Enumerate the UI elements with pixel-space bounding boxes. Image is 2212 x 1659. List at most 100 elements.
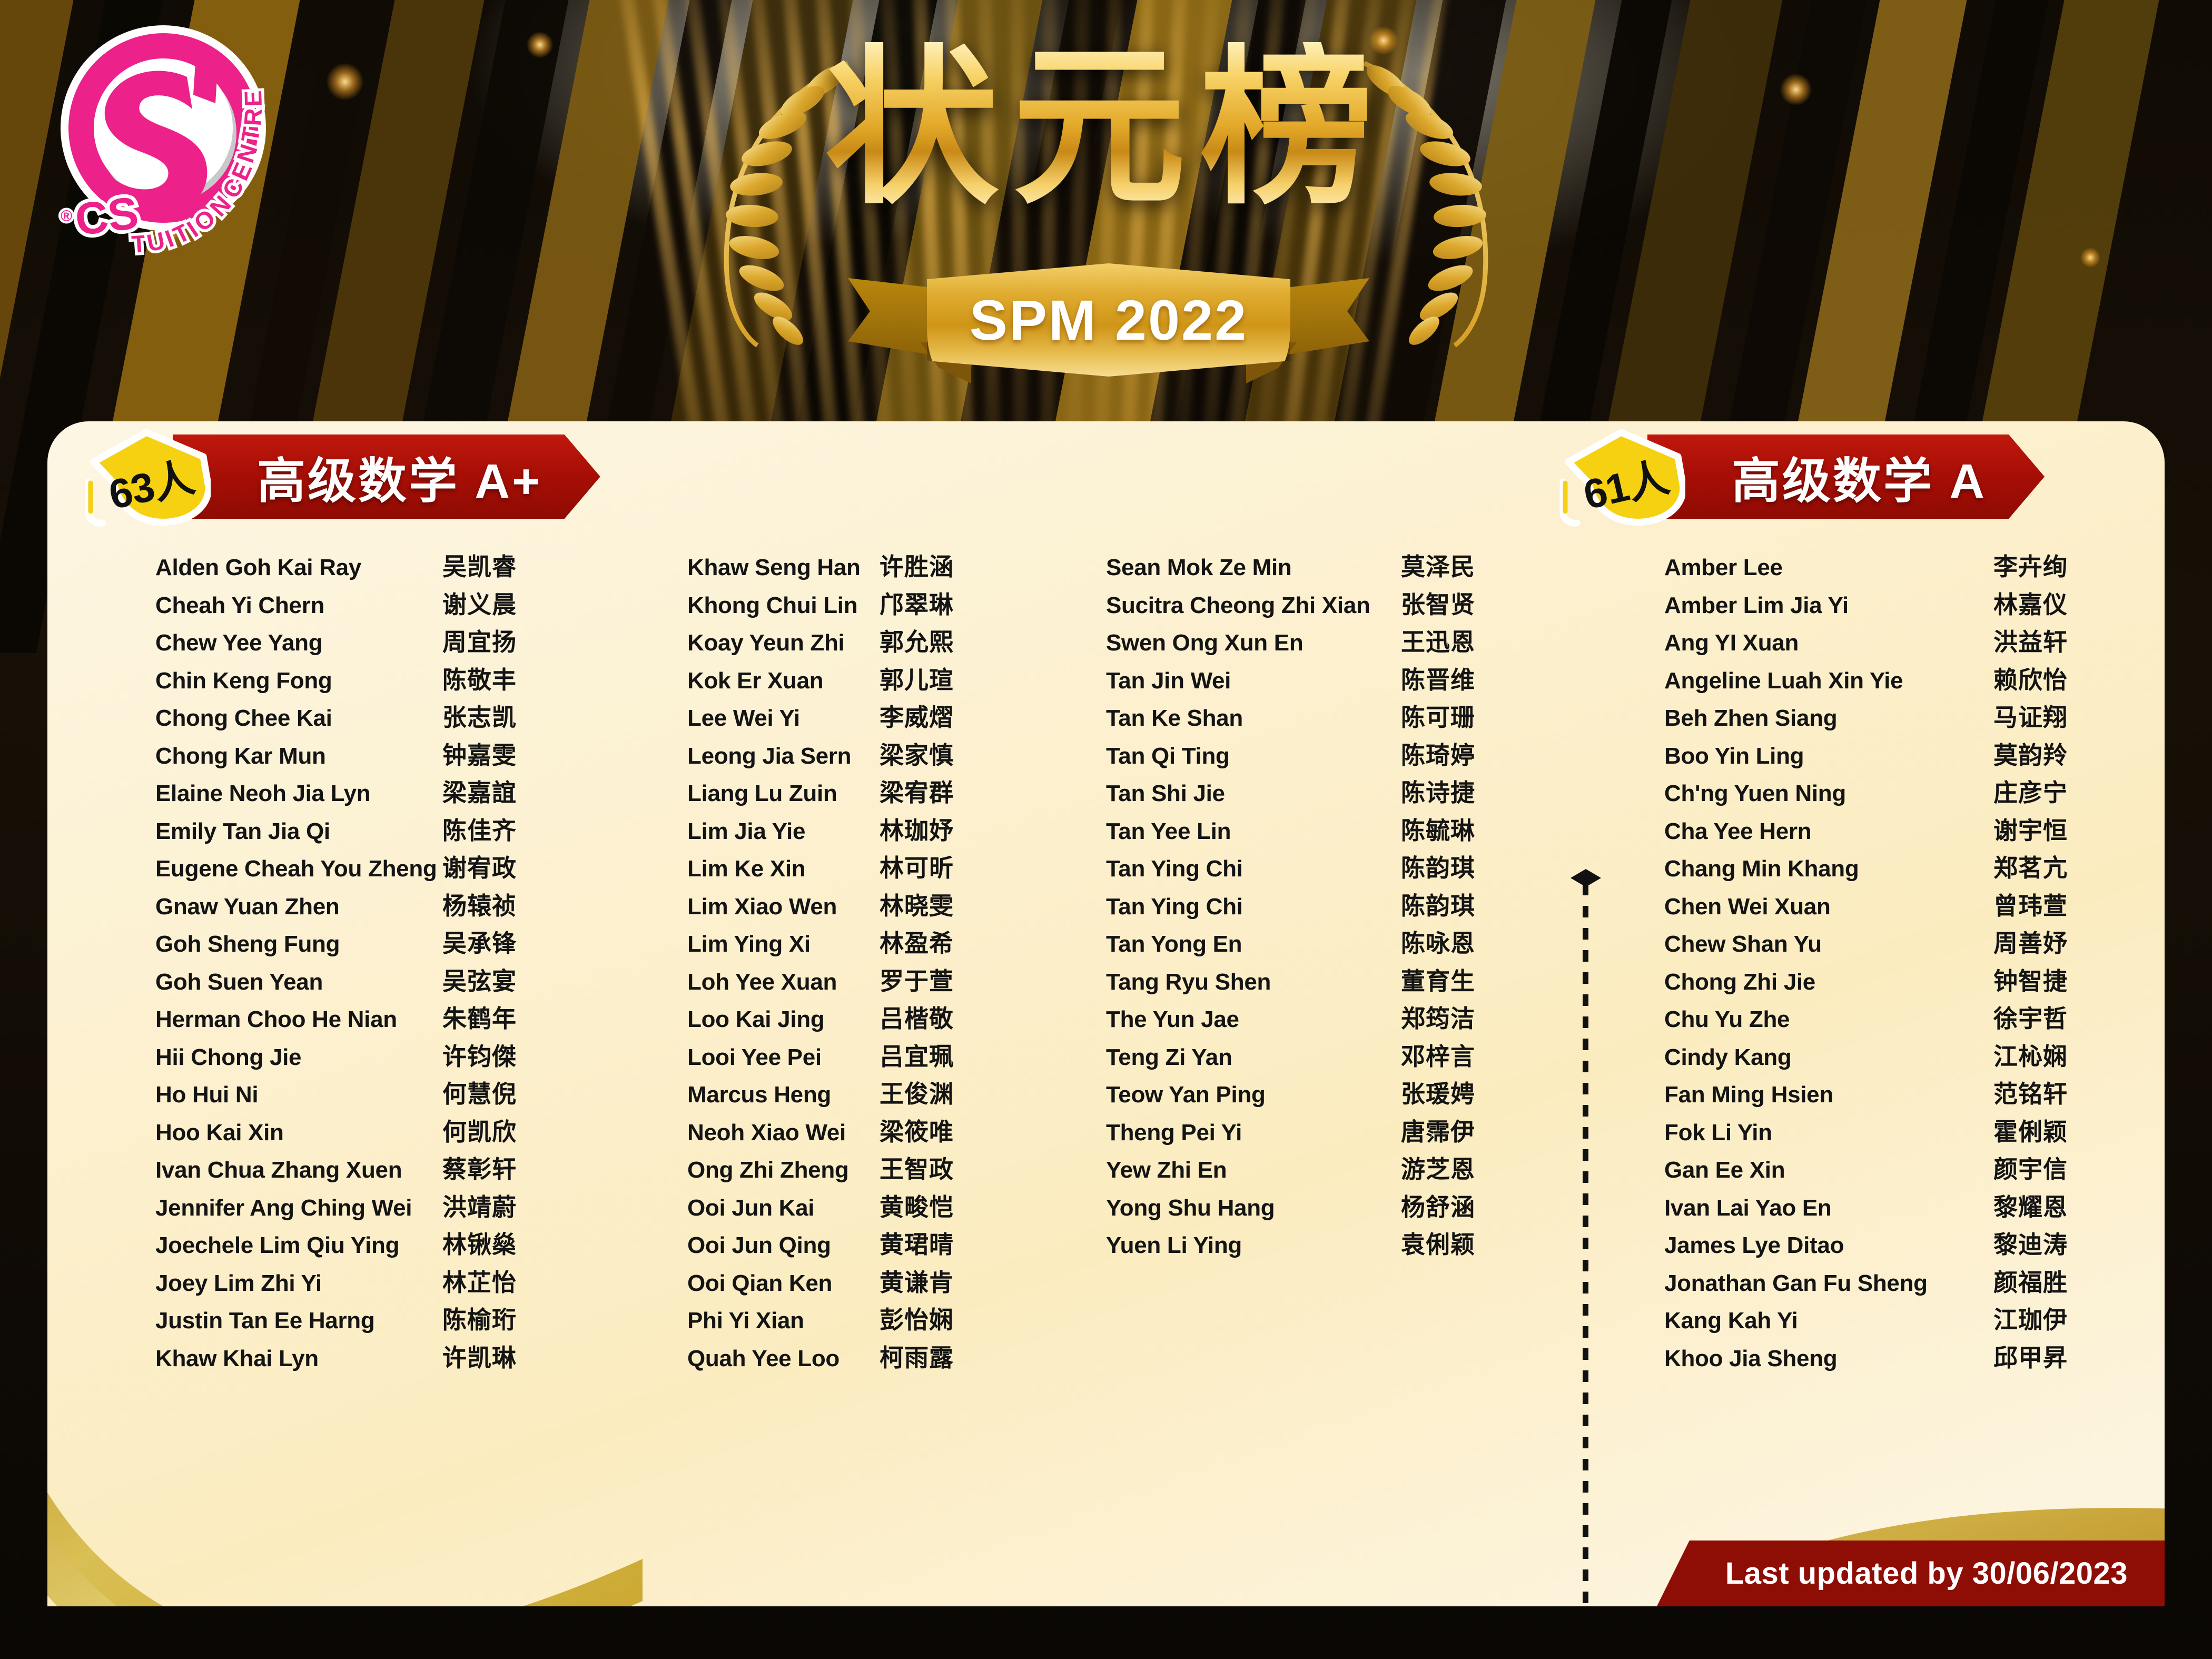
- student-name-cn: 杨辕祯: [442, 887, 517, 922]
- light-spark: [1780, 74, 1812, 105]
- name-row: Cheah Yi Chern 谢义晨: [155, 586, 577, 624]
- name-row: Tan Shi Jie 陈诗捷: [1106, 774, 1512, 812]
- student-name-en: Loo Kai Jing: [687, 1006, 880, 1033]
- name-row: Lim Ying Xi 林盈希: [687, 924, 1009, 962]
- name-row: Yew Zhi En 游芝恩: [1106, 1150, 1512, 1188]
- name-row: Tan Yee Lin 陈毓琳: [1106, 812, 1512, 850]
- student-name-en: Ooi Jun Qing: [687, 1232, 880, 1259]
- student-name-cn: 郭儿瑄: [880, 661, 954, 696]
- student-name-cn: 梁嘉誼: [442, 774, 517, 808]
- section-divider: [1579, 869, 1593, 1606]
- name-row: Kang Kah Yi 江珈伊: [1664, 1301, 2122, 1339]
- name-row: Angeline Luah Xin Yie 赖欣怡: [1664, 661, 2122, 699]
- student-name-en: Sucitra Cheong Zhi Xian: [1106, 592, 1401, 619]
- student-name-cn: 洪益轩: [1993, 623, 2068, 658]
- student-name-en: Ooi Qian Ken: [687, 1270, 880, 1297]
- student-name-cn: 颜福胜: [1993, 1263, 2068, 1298]
- subject-banner-right: 高级数学 A: [1647, 434, 2045, 519]
- name-row: Looi Yee Pei 吕宜珮: [687, 1038, 1009, 1075]
- student-name-en: Hii Chong Jie: [155, 1044, 442, 1071]
- name-row: Tang Ryu Shen 董育生: [1106, 962, 1512, 1000]
- name-row: Liang Lu Zuin 梁宥群: [687, 774, 1009, 812]
- name-row: Alden Goh Kai Ray 吴凯睿: [155, 548, 577, 586]
- name-row: Ong Zhi Zheng 王智政: [687, 1150, 1009, 1188]
- student-name-cn: 陈咏恩: [1401, 924, 1475, 959]
- subject-label-right: 高级数学 A: [1732, 442, 1987, 512]
- name-row: Ho Hui Ni 何慧倪: [155, 1075, 577, 1113]
- name-row: Chew Yee Yang 周宜扬: [155, 623, 577, 661]
- name-row: Khaw Khai Lyn 许凯琳: [155, 1339, 577, 1377]
- student-name-cn: 黄畯恺: [880, 1188, 954, 1223]
- graduation-cap-badge-right: 61人: [1554, 424, 1685, 529]
- student-name-cn: 黄珺晴: [880, 1226, 954, 1260]
- student-name-en: Gan Ee Xin: [1664, 1157, 1993, 1183]
- name-row: Ch'ng Yuen Ning 庄彦宁: [1664, 774, 2122, 812]
- student-name-cn: 张瑗娉: [1401, 1075, 1475, 1110]
- student-name-en: Tan Shi Jie: [1106, 781, 1401, 807]
- student-name-cn: 洪靖蔚: [442, 1188, 517, 1223]
- name-row: Boo Yin Ling 莫韵羚: [1664, 736, 2122, 774]
- name-row: Chu Yu Zhe 徐宇哲: [1664, 1000, 2122, 1038]
- student-name-cn: 袁俐颖: [1401, 1226, 1475, 1260]
- name-row: Ang YI Xuan 洪益轩: [1664, 623, 2122, 661]
- name-row: Kok Er Xuan 郭儿瑄: [687, 661, 1009, 699]
- last-updated-label: Last updated by 30/06/2023: [1725, 1556, 2128, 1591]
- student-name-cn: 许钧傑: [442, 1038, 517, 1072]
- student-name-cn: 赖欣怡: [1993, 661, 2068, 696]
- student-name-cn: 王俊渊: [880, 1075, 954, 1110]
- name-row: Cindy Kang 江杺娴: [1664, 1038, 2122, 1075]
- student-name-en: Liang Lu Zuin: [687, 781, 880, 807]
- exam-label: SPM 2022: [970, 287, 1248, 353]
- student-name-cn: 陈榆珩: [442, 1301, 517, 1336]
- student-name-en: Amber Lim Jia Yi: [1664, 592, 1993, 619]
- student-name-en: Lim Jia Yie: [687, 818, 880, 845]
- name-row: Yuen Li Ying 袁俐颖: [1106, 1226, 1512, 1263]
- student-name-cn: 林可昕: [880, 849, 954, 884]
- name-row: Quah Yee Loo 柯雨露: [687, 1339, 1009, 1377]
- student-name-cn: 罗于萱: [880, 962, 954, 997]
- student-name-en: Leong Jia Sern: [687, 743, 880, 769]
- student-name-en: Tan Yong En: [1106, 931, 1401, 957]
- student-name-cn: 陈韵琪: [1401, 887, 1475, 922]
- svg-text:E: E: [239, 90, 267, 107]
- student-name-en: Teow Yan Ping: [1106, 1082, 1401, 1108]
- student-name-cn: 范铭轩: [1993, 1075, 2068, 1110]
- student-name-en: Chew Shan Yu: [1664, 931, 1993, 957]
- name-row: Emily Tan Jia Qi 陈佳齐: [155, 812, 577, 850]
- last-updated-banner: Last updated by 30/06/2023: [1657, 1540, 2165, 1606]
- student-name-cn: 许凯琳: [442, 1339, 517, 1374]
- name-row: Tan Ying Chi 陈韵琪: [1106, 849, 1512, 887]
- student-name-cn: 朱鹤年: [442, 1000, 517, 1034]
- student-name-cn: 梁家慎: [880, 736, 954, 771]
- student-name-en: Jonathan Gan Fu Sheng: [1664, 1270, 1993, 1297]
- subject-label-left: 高级数学 A+: [257, 442, 542, 512]
- student-name-cn: 王智政: [880, 1150, 954, 1185]
- student-name-en: Yuen Li Ying: [1106, 1232, 1401, 1259]
- name-row: Neoh Xiao Wei 梁筱唯: [687, 1113, 1009, 1151]
- student-name-cn: 谢宥政: [442, 849, 517, 884]
- student-name-cn: 邓梓言: [1401, 1038, 1475, 1072]
- name-row: Herman Choo He Nian 朱鹤年: [155, 1000, 577, 1038]
- name-row: Teow Yan Ping 张瑗娉: [1106, 1075, 1512, 1113]
- student-name-cn: 钟嘉雯: [442, 736, 517, 771]
- student-name-en: Ho Hui Ni: [155, 1082, 442, 1108]
- ribbon-body: SPM 2022: [927, 263, 1290, 377]
- student-name-en: Yew Zhi En: [1106, 1157, 1401, 1183]
- student-name-en: Tan Jin Wei: [1106, 668, 1401, 694]
- name-row: Lim Ke Xin 林可昕: [687, 849, 1009, 887]
- student-name-en: Chin Keng Fong: [155, 668, 442, 694]
- student-name-en: Ivan Chua Zhang Xuen: [155, 1157, 442, 1183]
- name-row: Justin Tan Ee Harng 陈榆珩: [155, 1301, 577, 1339]
- name-row: Chen Wei Xuan 曾玮萱: [1664, 887, 2122, 925]
- student-name-cn: 谢义晨: [442, 586, 517, 620]
- student-name-en: Ivan Lai Yao En: [1664, 1195, 1993, 1221]
- student-name-en: Chong Kar Mun: [155, 743, 442, 769]
- student-name-cn: 江珈伊: [1993, 1301, 2068, 1336]
- student-name-en: Kang Kah Yi: [1664, 1308, 1993, 1334]
- name-row: The Yun Jae 郑筠洁: [1106, 1000, 1512, 1038]
- student-name-en: Khong Chui Lin: [687, 592, 880, 619]
- name-row: Theng Pei Yi 唐霈伊: [1106, 1113, 1512, 1151]
- name-row: Hii Chong Jie 许钧傑: [155, 1038, 577, 1075]
- student-name-cn: 颜宇信: [1993, 1150, 2068, 1185]
- name-row: Loh Yee Xuan 罗于萱: [687, 962, 1009, 1000]
